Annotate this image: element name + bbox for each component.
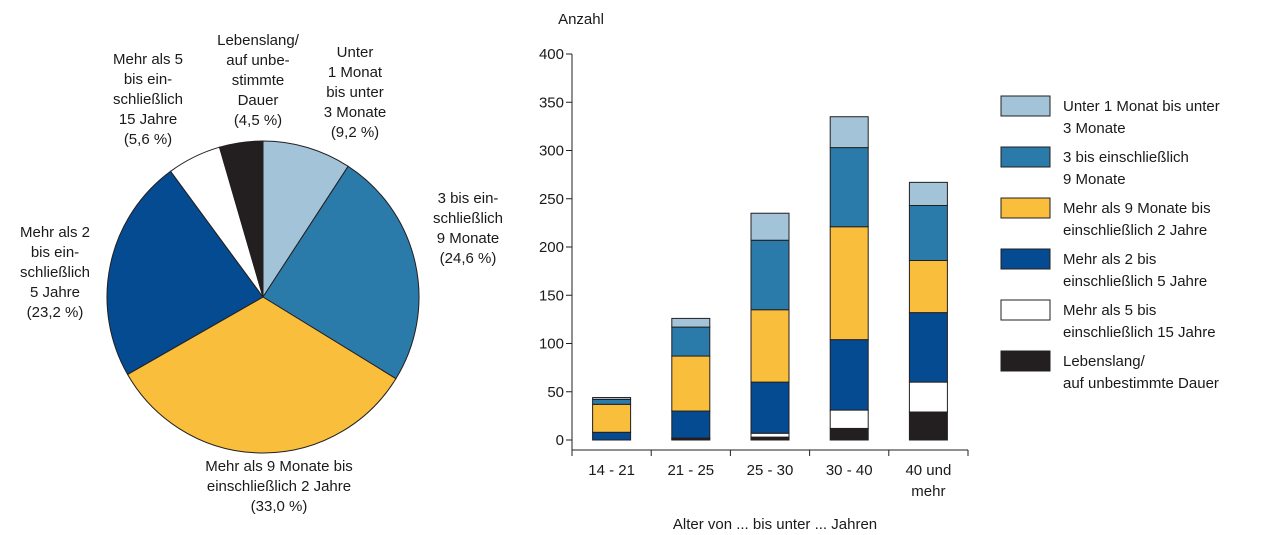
bar-segment-4-4 bbox=[908, 205, 948, 261]
bar-segment-3-1 bbox=[829, 409, 869, 429]
bar-segment-1-2 bbox=[671, 410, 711, 439]
legend-label-3: Mehr als 2 bis einschließlich 5 Jahre bbox=[1063, 251, 1207, 290]
pie-label-3: Mehr als 2 bis ein-schließlich 5 Jahre (23,… bbox=[20, 224, 90, 321]
y-tick-label: 250 bbox=[539, 191, 564, 208]
pie-label-2: Mehr als 9 Monate bis einschließlich 2 Ja… bbox=[205, 458, 353, 515]
bar-segment-4-3 bbox=[908, 260, 948, 314]
bar-segment-4-5 bbox=[908, 181, 948, 207]
legend-swatch-1 bbox=[1000, 146, 1051, 168]
bar-segment-4-2 bbox=[908, 312, 948, 383]
x-tick-label-2: 25 - 30 bbox=[747, 462, 794, 479]
x-tick-label-4: 40 und mehr bbox=[905, 462, 951, 500]
y-tick-label: 200 bbox=[539, 239, 564, 256]
pie-label-5: Lebenslang/auf unbe-stimmte Dauer (4,5 %) bbox=[217, 32, 300, 129]
legend: Unter 1 Monat bis unter 3 Monate 3 bis ein… bbox=[1000, 95, 1220, 392]
pie-slice-3 bbox=[106, 170, 264, 376]
legend-label-5: Lebenslang/auf unbestimmte Dauer bbox=[1063, 353, 1219, 392]
legend-swatch-2 bbox=[1000, 197, 1051, 219]
bar-segment-0-4 bbox=[592, 398, 632, 405]
y-tick-label: 350 bbox=[539, 94, 564, 111]
bar-segment-2-5 bbox=[750, 212, 790, 241]
legend-swatch-3 bbox=[1000, 248, 1051, 270]
y-tick-label: 400 bbox=[539, 46, 564, 63]
bar-segment-4-0 bbox=[908, 411, 948, 441]
bar-segment-4-1 bbox=[908, 381, 948, 413]
pie-slice-2 bbox=[126, 296, 397, 454]
pie-slice-1 bbox=[262, 165, 420, 380]
legend-swatch-0 bbox=[1000, 95, 1051, 117]
bar-segment-2-3 bbox=[750, 309, 790, 383]
y-tick-label: 300 bbox=[539, 143, 564, 160]
y-axis-label: Anzahl bbox=[558, 11, 604, 28]
x-axis-label: Alter von ... bis unter ... Jahren bbox=[673, 516, 877, 533]
legend-label-4: Mehr als 5 bis einschließlich 15 Jahre bbox=[1063, 302, 1216, 341]
pie-label-1: 3 bis ein-schließlich 9 Monate (24,6 %) bbox=[433, 190, 503, 267]
bar-segment-0-5 bbox=[592, 397, 632, 400]
legend-label-1: 3 bis einschließlich 9 Monate bbox=[1063, 149, 1189, 188]
pie-label-0: Unter 1 Monat bis unter 3 Monate (9,2 %) bbox=[324, 44, 387, 141]
x-tick-label-1: 21 - 25 bbox=[667, 462, 714, 479]
pie-label-4: Mehr als 5 bis ein-schließlich 15 Jahre (5,… bbox=[113, 51, 183, 148]
legend-label-2: Mehr als 9 Monate bis einschließlich 2 Ja… bbox=[1063, 200, 1211, 239]
y-tick-label: 150 bbox=[539, 287, 564, 304]
legend-swatch-5 bbox=[1000, 350, 1051, 372]
stacked-bar-chart: Anzahl 0 50 100 150 200 250 300 350 400 14 - 21 21 … bbox=[539, 11, 969, 533]
legend-label-0: Unter 1 Monat bis unter 3 Monate bbox=[1063, 98, 1220, 137]
pie-slice-5 bbox=[218, 140, 264, 298]
bar-segment-1-3 bbox=[671, 355, 711, 412]
pie-chart: Unter 1 Monat bis unter 3 Monate (9,2 %) 3 bi… bbox=[20, 32, 503, 515]
y-tick-label: 50 bbox=[547, 384, 564, 401]
bar-segment-3-5 bbox=[829, 116, 869, 149]
legend-swatch-4 bbox=[1000, 299, 1051, 321]
x-tick-label-0: 14 - 21 bbox=[588, 462, 635, 479]
bar-segment-1-5 bbox=[671, 317, 711, 328]
bar-segment-2-2 bbox=[750, 381, 790, 434]
bar-segment-1-4 bbox=[671, 326, 711, 357]
bar-segment-2-4 bbox=[750, 239, 790, 311]
bar-segment-3-4 bbox=[829, 147, 869, 228]
y-tick-label: 100 bbox=[539, 336, 564, 353]
bar-segment-2-1 bbox=[750, 432, 790, 438]
pie-slice-0 bbox=[262, 140, 349, 299]
x-tick-label-3: 30 - 40 bbox=[826, 462, 873, 479]
bar-segment-3-2 bbox=[829, 339, 869, 411]
bar-segment-3-0 bbox=[829, 427, 869, 441]
y-tick-label: 0 bbox=[556, 432, 564, 449]
bar-segment-0-3 bbox=[592, 403, 632, 433]
bar-segment-3-3 bbox=[829, 226, 869, 341]
bar-segment-0-2 bbox=[592, 431, 632, 441]
